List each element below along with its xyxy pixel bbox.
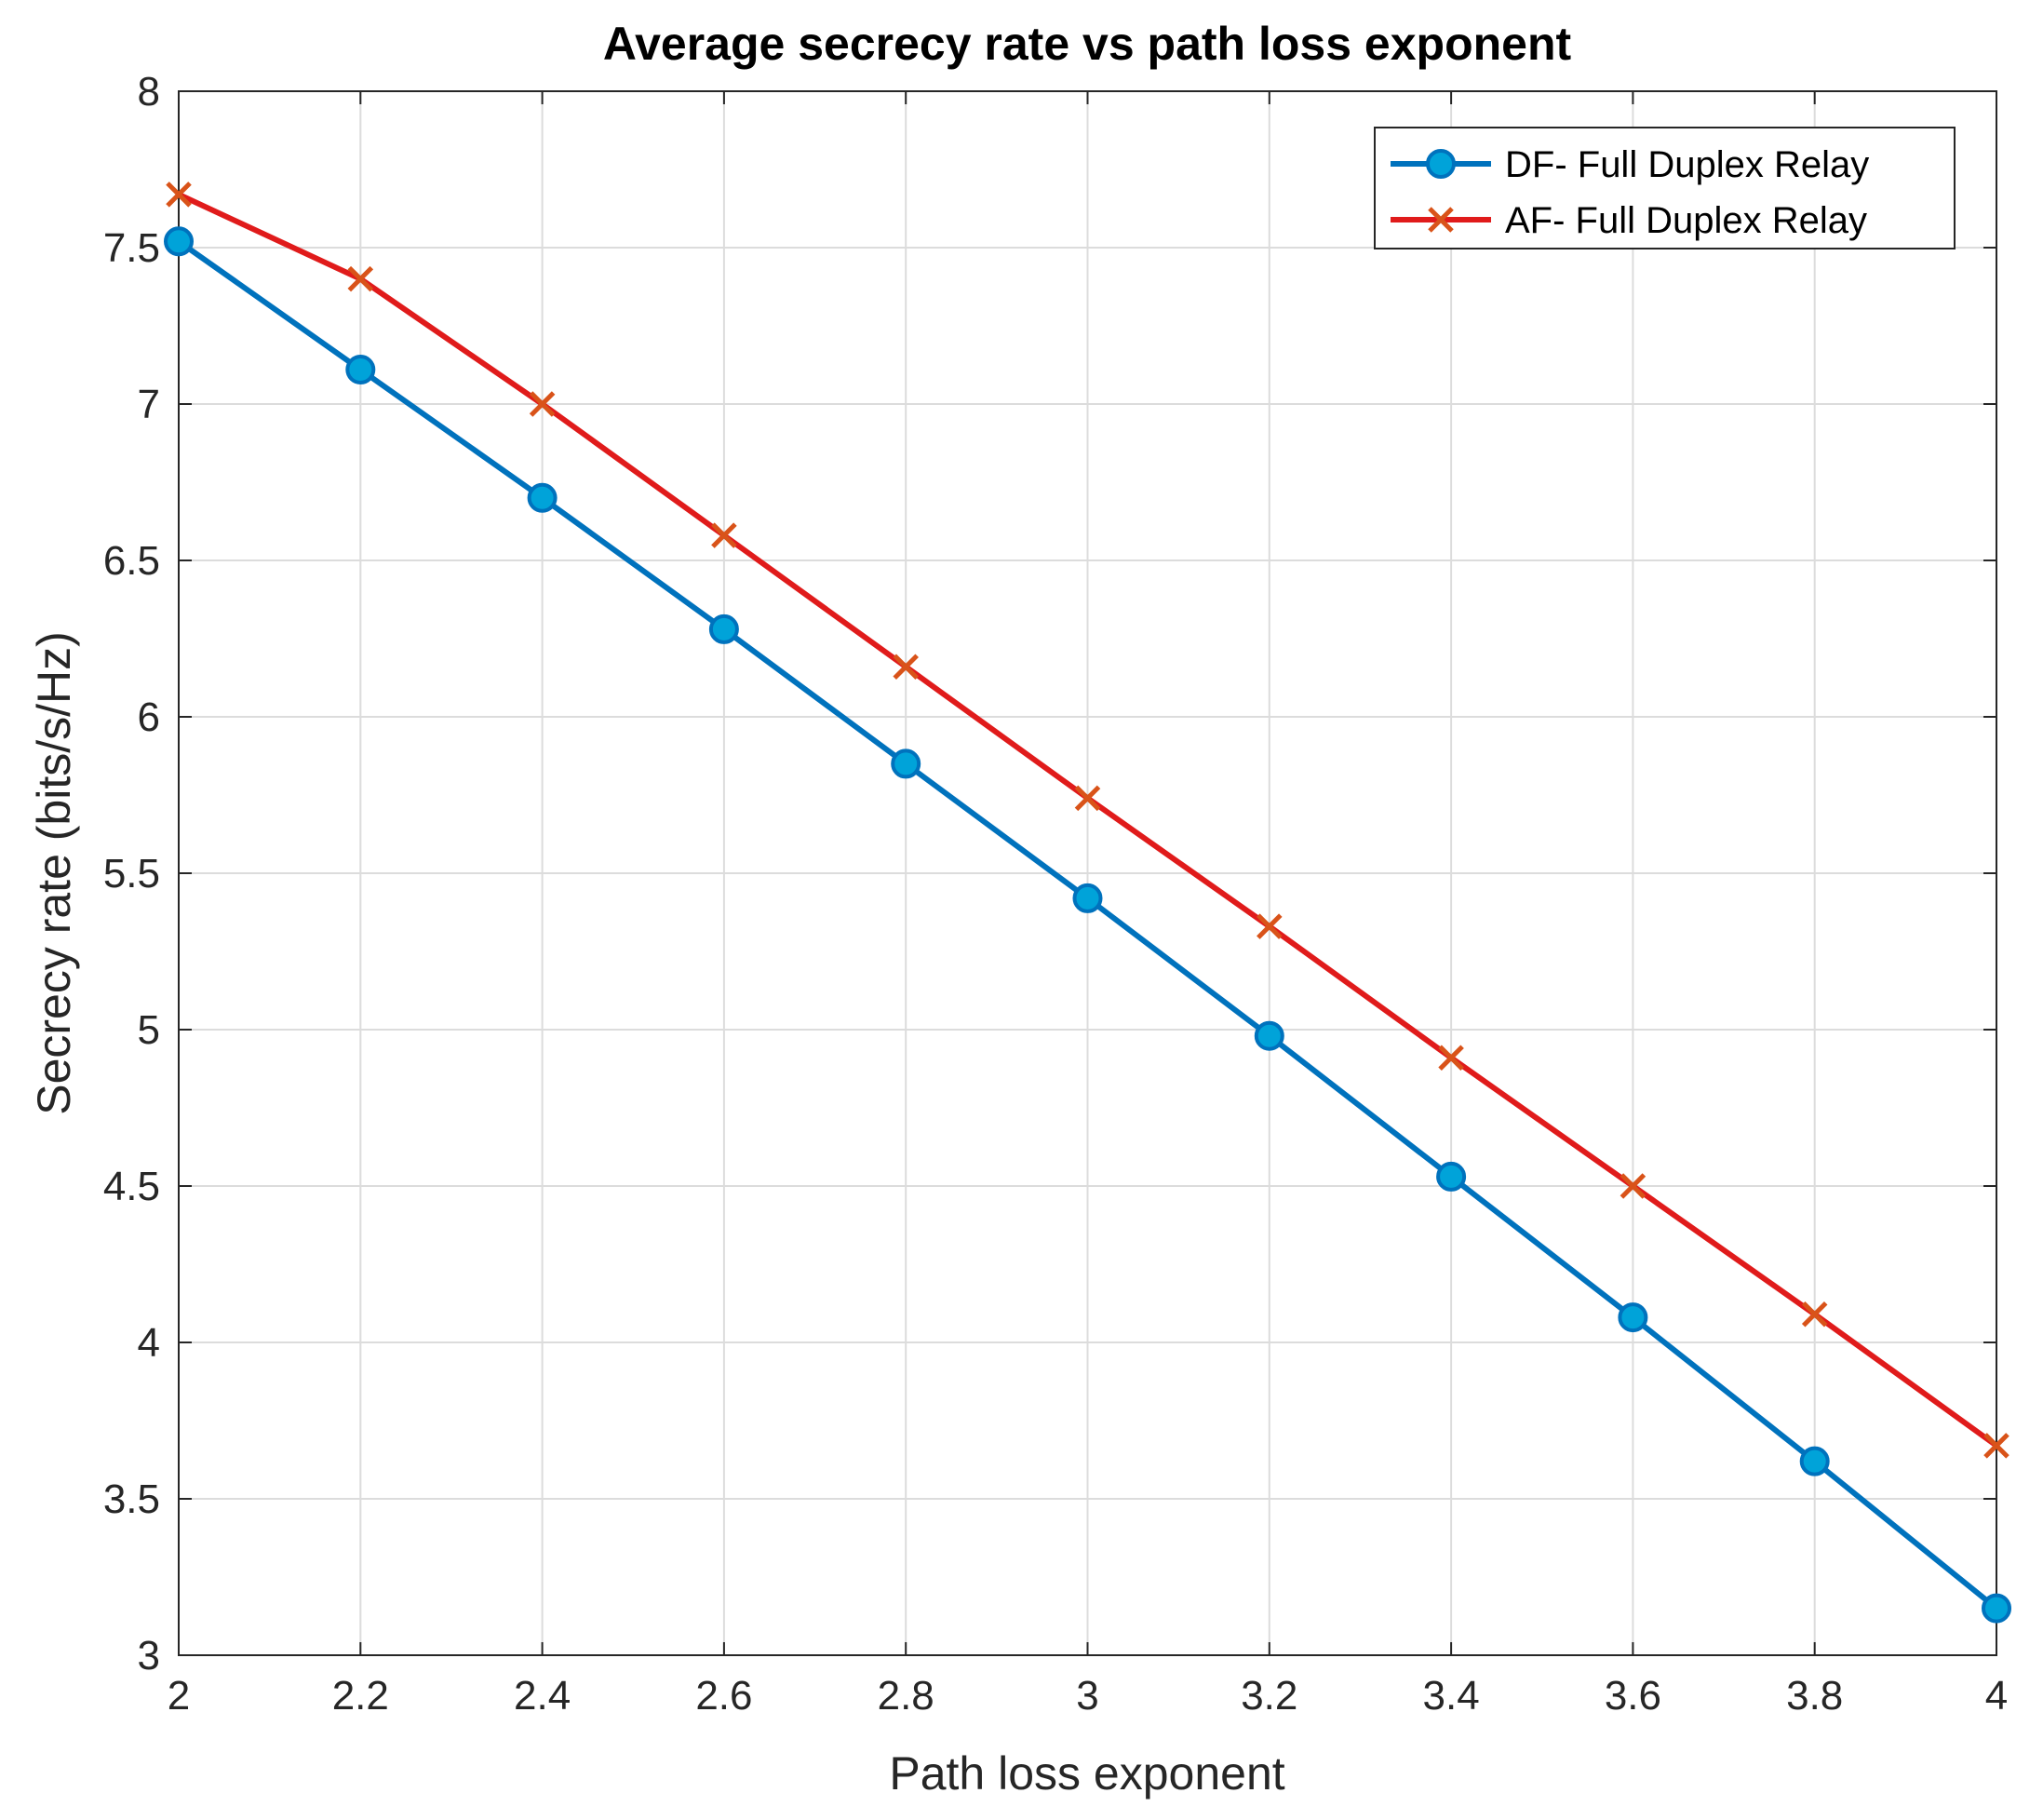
y-tick-label: 4.5	[103, 1164, 160, 1209]
data-point	[166, 182, 192, 208]
y-tick-label: 8	[138, 69, 160, 115]
y-tick-label: 6	[138, 694, 160, 740]
x-tick-label: 3.6	[1605, 1673, 1661, 1719]
data-point	[1438, 1045, 1464, 1072]
y-tick-label: 6.5	[103, 538, 160, 584]
x-tick-label: 3.4	[1423, 1673, 1480, 1719]
y-axis-label: Secrecy rate (bits/s/Hz)	[28, 631, 80, 1115]
x-tick-label: 2.4	[514, 1673, 571, 1719]
legend-label-af: AF- Full Duplex Relay	[1505, 200, 1867, 241]
x-tick-label: 4	[1985, 1673, 2008, 1719]
data-point	[1801, 1301, 1828, 1328]
x-tick-label: 2.2	[332, 1673, 389, 1719]
x-tick-label: 2.8	[878, 1673, 934, 1719]
x-tick-label: 3.8	[1786, 1673, 1843, 1719]
x-axis-label: Path loss exponent	[889, 1747, 1284, 1800]
legend-marker-af	[1428, 207, 1454, 233]
data-point	[1074, 785, 1101, 812]
data-point	[1072, 883, 1103, 913]
data-point	[1436, 1161, 1467, 1192]
y-tick-label: 3	[138, 1633, 160, 1678]
data-point	[1254, 1020, 1284, 1051]
data-point	[347, 265, 374, 292]
data-point	[893, 654, 919, 681]
y-axis-ticks: 3 3.5 4 4.5 5 5.5 6 6.5 7 7.5 8	[103, 69, 1996, 1678]
legend: DF- Full Duplex Relay AF- Full Duplex Re…	[1374, 127, 1956, 249]
data-point	[1983, 1433, 2009, 1459]
y-tick-label: 7.5	[103, 225, 160, 271]
data-point	[711, 522, 737, 548]
x-tick-label: 3	[1076, 1673, 1098, 1719]
x-tick-label: 3.2	[1241, 1673, 1297, 1719]
x-axis-ticks: 2 2.2 2.4 2.6 2.8 3 3.2 3.4 3.6 3.8 4	[168, 91, 2008, 1719]
x-tick-label: 2	[168, 1673, 190, 1719]
chart-title: Average secrecy rate vs path loss expone…	[603, 18, 1572, 70]
data-point	[529, 391, 556, 417]
y-tick-label: 5.5	[103, 851, 160, 897]
x-tick-label: 2.6	[695, 1673, 752, 1719]
data-point	[345, 355, 376, 385]
data-point	[708, 613, 739, 644]
data-point	[1257, 913, 1283, 939]
legend-label-df: DF- Full Duplex Relay	[1505, 144, 1869, 185]
series-group	[164, 182, 2011, 1624]
data-point	[891, 748, 921, 779]
data-point	[164, 226, 194, 257]
y-tick-label: 5	[138, 1007, 160, 1053]
data-point	[1620, 1173, 1646, 1199]
data-point	[1799, 1446, 1830, 1476]
y-tick-label: 3.5	[103, 1476, 160, 1522]
data-point	[1982, 1593, 2011, 1624]
data-point	[527, 482, 558, 513]
data-point	[1618, 1302, 1648, 1333]
legend-marker-df	[1426, 149, 1456, 179]
y-tick-label: 7	[138, 382, 160, 427]
legend-box	[1374, 127, 1956, 249]
y-tick-label: 4	[138, 1320, 160, 1366]
